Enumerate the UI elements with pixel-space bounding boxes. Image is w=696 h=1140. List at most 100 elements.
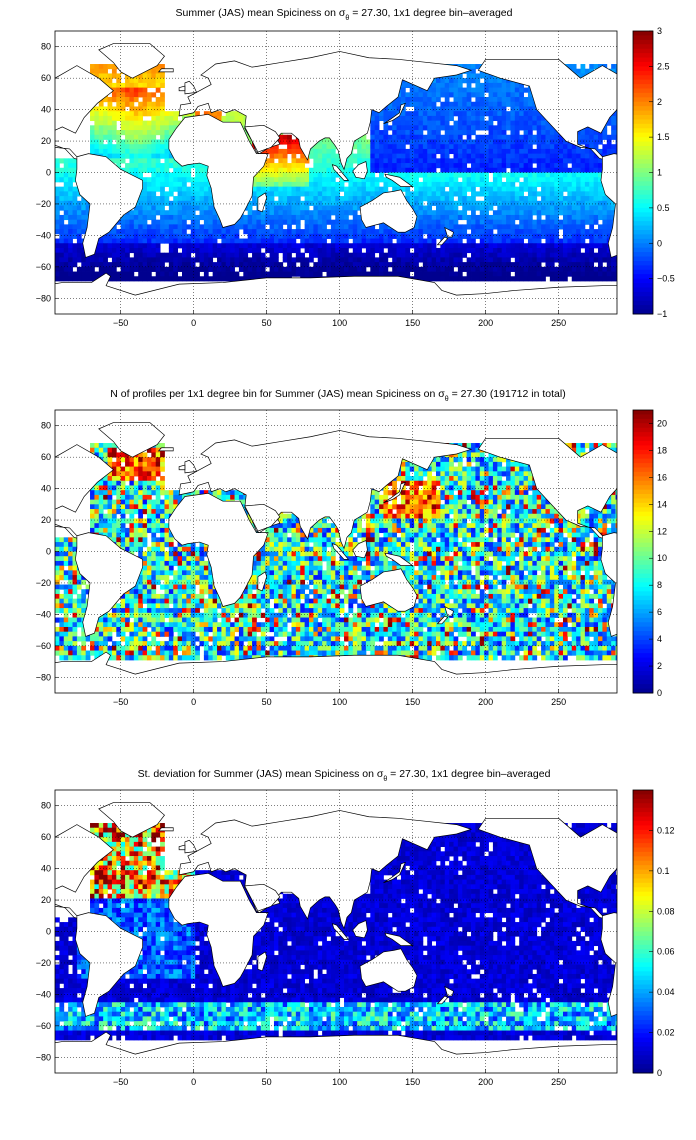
heatmap-cell — [400, 252, 406, 258]
heatmap-cell — [545, 130, 551, 136]
heatmap-cell — [335, 163, 341, 169]
heatmap-cell — [471, 214, 476, 221]
heatmap-cell — [300, 172, 306, 178]
heatmap-cell — [365, 191, 371, 197]
heatmap-cell — [252, 186, 257, 192]
heatmap-cell — [462, 266, 468, 272]
heatmap-cell — [580, 271, 586, 277]
heatmap-cell — [549, 238, 555, 244]
heatmap-cell — [392, 271, 397, 277]
heatmap-cell — [414, 167, 419, 173]
heatmap-cell — [506, 233, 511, 239]
heatmap-cell — [492, 148, 498, 155]
heatmap-cell — [111, 82, 117, 88]
heatmap-cell — [125, 144, 130, 150]
heatmap-cell — [370, 224, 376, 230]
heatmap-cell — [370, 271, 376, 277]
heatmap-cell — [400, 78, 406, 84]
heatmap-cell — [212, 271, 218, 277]
heatmap-cell — [519, 115, 524, 122]
heatmap-cell — [576, 130, 581, 136]
heatmap-cell — [418, 92, 424, 98]
heatmap-cell — [449, 87, 454, 93]
colorbar-swatch — [633, 181, 653, 187]
heatmap-cell — [129, 120, 135, 126]
heatmap-cell — [287, 262, 292, 268]
heatmap-cell — [370, 238, 376, 244]
heatmap-cell — [98, 68, 104, 74]
heatmap-cell — [418, 101, 424, 107]
heatmap-cell — [514, 106, 520, 112]
x-tick-label: 0 — [191, 318, 196, 328]
heatmap-cell — [217, 266, 222, 272]
heatmap-cell — [291, 167, 297, 173]
heatmap-cell — [168, 266, 174, 272]
heatmap-cell — [142, 167, 148, 173]
heatmap-cell — [252, 243, 257, 249]
heatmap-cell — [317, 177, 323, 183]
heatmap-cell — [400, 233, 406, 239]
heatmap-cell — [549, 181, 555, 188]
heatmap-cell — [111, 233, 117, 239]
heatmap-cell — [76, 210, 82, 216]
y-tick-label: 80 — [41, 42, 51, 52]
heatmap-cell — [252, 271, 257, 277]
heatmap-cell — [462, 252, 468, 258]
heatmap-cell — [414, 163, 419, 169]
heatmap-cell — [164, 219, 170, 225]
heatmap-cell — [151, 130, 157, 136]
heatmap-cell — [98, 257, 104, 263]
heatmap-cell — [195, 196, 200, 202]
heatmap-cell — [396, 266, 402, 272]
heatmap-cell — [497, 196, 503, 202]
heatmap-cell — [501, 257, 507, 263]
heatmap-cell — [352, 219, 358, 225]
heatmap-cell — [357, 219, 362, 225]
heatmap-cell — [471, 181, 476, 188]
heatmap-cell — [344, 167, 349, 173]
heatmap-cell — [142, 262, 148, 268]
heatmap-cell — [370, 144, 376, 150]
heatmap-cell — [243, 257, 249, 263]
heatmap-cell — [374, 271, 380, 277]
heatmap-cell — [221, 276, 227, 282]
heatmap-cell — [269, 181, 275, 188]
heatmap-cell — [313, 214, 319, 221]
heatmap-cell — [471, 238, 476, 244]
heatmap-cell — [330, 144, 336, 150]
heatmap-cell — [55, 172, 60, 178]
heatmap-cell — [116, 238, 122, 244]
heatmap-cell — [427, 219, 433, 225]
heatmap-cell — [370, 134, 376, 140]
heatmap-cell — [81, 262, 87, 268]
heatmap-cell — [230, 262, 235, 268]
heatmap-cell — [195, 181, 200, 188]
heatmap-cell — [510, 262, 516, 268]
heatmap-cell — [265, 257, 270, 263]
heatmap-cell — [523, 214, 529, 221]
heatmap-cell — [72, 167, 78, 173]
heatmap-cell — [567, 262, 573, 268]
heatmap-cell — [435, 271, 441, 277]
heatmap-cell — [510, 87, 516, 93]
heatmap-cell — [308, 177, 314, 183]
heatmap-cell — [308, 214, 314, 221]
heatmap-cell — [431, 163, 437, 169]
heatmap-cell — [405, 271, 411, 277]
heatmap-cell — [453, 120, 459, 126]
heatmap-cell — [361, 144, 367, 150]
heatmap-cell — [444, 266, 450, 272]
heatmap-cell — [554, 252, 560, 258]
heatmap-cell — [440, 266, 446, 272]
heatmap-cell — [488, 130, 494, 136]
heatmap-cell — [260, 257, 266, 263]
heatmap-cell — [300, 210, 306, 216]
heatmap-cell — [492, 177, 498, 183]
heatmap-cell — [593, 167, 599, 173]
heatmap-cell — [370, 111, 376, 117]
heatmap-cell — [379, 229, 384, 235]
heatmap-cell — [519, 111, 524, 117]
heatmap-cell — [392, 106, 397, 112]
heatmap-cell — [576, 148, 581, 155]
heatmap-cell — [243, 214, 249, 221]
